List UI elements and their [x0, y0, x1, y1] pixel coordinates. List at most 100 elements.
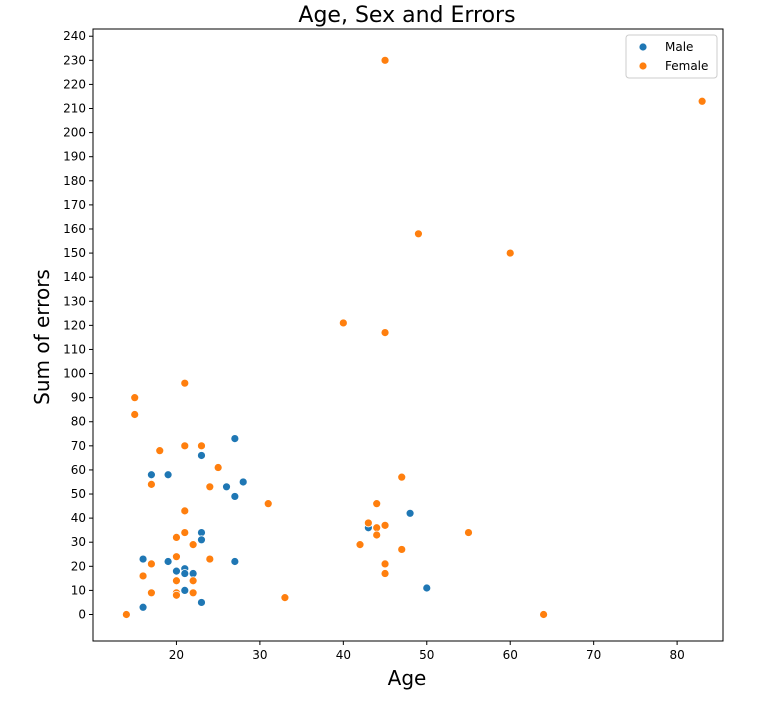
y-tick-label: 210 — [63, 102, 86, 116]
point-female — [172, 590, 181, 600]
y-tick-label: 230 — [63, 53, 86, 67]
x-tick-label: 70 — [586, 648, 601, 662]
point-female — [355, 540, 365, 550]
data-points — [121, 55, 707, 619]
y-tick-label: 0 — [78, 607, 86, 621]
x-axis-label: Age — [388, 666, 427, 690]
point-female — [338, 318, 348, 328]
x-tick-label: 20 — [169, 648, 184, 662]
chart-title: Age, Sex and Errors — [298, 3, 515, 28]
point-male — [197, 598, 206, 607]
point-female — [180, 506, 190, 516]
legend: Male Female — [625, 34, 718, 79]
point-female — [697, 96, 707, 106]
y-tick-label: 80 — [71, 415, 86, 429]
point-female — [180, 378, 190, 388]
x-tick-label: 40 — [336, 648, 351, 662]
point-female — [147, 588, 156, 598]
y-tick-label: 70 — [71, 439, 86, 453]
legend-marker-female — [638, 61, 648, 71]
point-female — [397, 545, 407, 554]
point-female — [397, 472, 407, 482]
point-female — [172, 532, 181, 542]
point-female — [263, 499, 273, 509]
y-tick-label: 220 — [63, 77, 86, 91]
point-female — [213, 463, 223, 472]
point-female — [380, 520, 390, 530]
y-axis: 0 10 20 30 40 50 60 70 80 90 100 110 120 130 140 150 160… — [63, 29, 93, 621]
point-male — [180, 586, 190, 595]
x-tick-label: 60 — [503, 648, 518, 662]
x-tick-label: 80 — [669, 648, 684, 662]
legend-label-male: Male — [665, 40, 693, 54]
point-male — [180, 569, 190, 578]
point-female — [172, 576, 181, 586]
y-tick-label: 120 — [63, 318, 86, 332]
point-male — [163, 470, 173, 480]
point-female — [380, 569, 390, 578]
y-tick-label: 160 — [63, 222, 86, 236]
y-tick-label: 190 — [63, 150, 86, 164]
point-female — [197, 441, 206, 451]
point-female — [280, 593, 290, 603]
point-female — [205, 482, 215, 492]
y-tick-label: 180 — [63, 174, 86, 188]
point-male — [238, 477, 248, 487]
point-male — [197, 451, 206, 460]
y-tick-label: 110 — [63, 342, 86, 356]
y-tick-label: 50 — [71, 487, 86, 501]
point-female — [130, 410, 140, 419]
point-female — [414, 229, 423, 239]
y-tick-label: 150 — [63, 246, 86, 260]
y-tick-label: 200 — [63, 126, 86, 140]
point-male — [138, 554, 148, 564]
point-female — [380, 559, 390, 569]
point-male — [138, 602, 148, 612]
y-tick-label: 240 — [63, 29, 86, 43]
legend-marker-male — [638, 42, 648, 52]
point-male — [405, 508, 415, 518]
point-male — [230, 492, 240, 501]
point-female — [205, 554, 215, 564]
point-female — [155, 446, 165, 456]
point-male — [422, 583, 432, 593]
point-male — [222, 482, 231, 492]
point-female — [372, 523, 382, 533]
point-female — [363, 518, 373, 528]
y-tick-label: 100 — [63, 367, 86, 381]
y-tick-label: 20 — [71, 559, 86, 573]
point-female — [372, 530, 382, 540]
y-tick-label: 170 — [63, 198, 86, 212]
point-female — [138, 571, 148, 581]
point-female — [172, 552, 181, 562]
point-female — [180, 528, 190, 537]
x-tick-label: 30 — [252, 648, 267, 662]
y-tick-label: 10 — [71, 583, 86, 597]
point-female — [188, 576, 198, 586]
point-female — [380, 328, 390, 337]
point-male — [188, 569, 198, 578]
point-male — [163, 557, 173, 566]
point-female — [147, 559, 156, 569]
plot-frame — [92, 28, 724, 642]
y-tick-label: 60 — [71, 463, 86, 477]
point-female — [464, 528, 473, 537]
point-male — [172, 566, 181, 576]
legend-label-female: Female — [665, 59, 708, 73]
point-female — [180, 441, 190, 451]
point-female — [505, 248, 515, 258]
point-male — [197, 535, 206, 545]
plot-area — [92, 28, 724, 642]
point-male — [230, 434, 240, 444]
y-tick-label: 40 — [71, 511, 86, 525]
point-male — [230, 557, 240, 566]
point-female — [188, 588, 198, 598]
y-tick-label: 30 — [71, 535, 86, 549]
point-female — [121, 610, 131, 619]
x-tick-label: 50 — [419, 648, 434, 662]
point-female — [539, 610, 548, 619]
point-female — [147, 479, 156, 489]
y-tick-label: 130 — [63, 294, 86, 308]
point-female — [380, 55, 390, 65]
